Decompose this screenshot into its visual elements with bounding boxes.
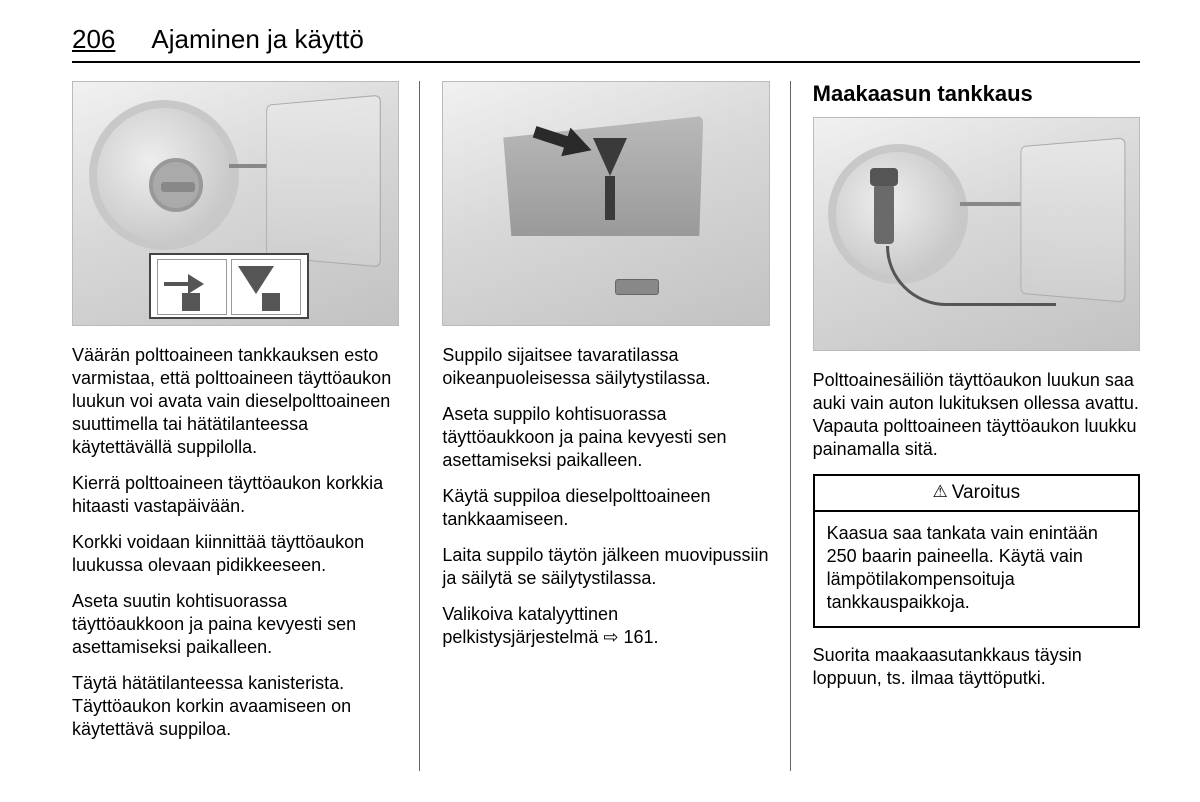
section-title: Ajaminen ja käyttö bbox=[151, 24, 363, 55]
col3-heading: Maakaasun tankkaus bbox=[813, 81, 1140, 107]
floor-handle-icon bbox=[615, 279, 659, 295]
nozzle-icon bbox=[164, 274, 204, 294]
funnel-icon bbox=[238, 266, 274, 294]
warning-box: ⚠Varoitus Kaasua saa tankata vain enintä… bbox=[813, 474, 1140, 628]
fuel-pump-icon bbox=[182, 293, 200, 311]
label-funnel-cell bbox=[231, 259, 301, 315]
column-1: Väärän polttoaineen tankkauksen esto var… bbox=[72, 81, 419, 771]
page-header: 206 Ajaminen ja käyttö bbox=[72, 24, 1140, 63]
label-nozzle-cell bbox=[157, 259, 227, 315]
cng-filler-valve-icon bbox=[874, 184, 894, 244]
col1-paragraph-1: Väärän polttoaineen tankkauksen esto var… bbox=[72, 344, 399, 459]
col1-paragraph-5: Täytä hätätilanteessa kanisterista. Täyt… bbox=[72, 672, 399, 741]
col2-paragraph-5: Valikoiva katalyyttinen pelkistysjärjest… bbox=[442, 603, 769, 649]
column-2: Suppilo sijaitsee tavaratilassa oikeanpu… bbox=[419, 81, 789, 771]
figure-cng-filler bbox=[813, 117, 1140, 351]
col1-paragraph-3: Korkki voidaan kiinnittää täyttöaukon lu… bbox=[72, 531, 399, 577]
page-number: 206 bbox=[72, 24, 115, 55]
col1-paragraph-2: Kierrä polttoaineen täyttöaukon korkkia … bbox=[72, 472, 399, 518]
warning-title: ⚠Varoitus bbox=[815, 476, 1138, 512]
col2-p5-pageref: 161. bbox=[623, 627, 658, 647]
fuel-flap-open-icon bbox=[267, 95, 382, 268]
figure-fuel-flap-diesel bbox=[72, 81, 399, 326]
figure-trunk-funnel bbox=[442, 81, 769, 326]
warning-body: Kaasua saa tankata vain enintään 250 baa… bbox=[815, 512, 1138, 626]
col1-paragraph-4: Aseta suutin kohtisuorassa täyttöaukkoon… bbox=[72, 590, 399, 659]
canister-icon bbox=[262, 293, 280, 311]
col3-paragraph-1: Polttoainesäiliön täyttöaukon luukun saa… bbox=[813, 369, 1140, 461]
col2-paragraph-4: Laita suppilo täytön jälkeen muovipussii… bbox=[442, 544, 769, 590]
tether-cord-icon bbox=[886, 246, 1056, 306]
column-3: Maakaasun tankkaus Polttoainesäiliön täy… bbox=[790, 81, 1140, 771]
col3-paragraph-2: Suorita maakaasutankkaus täysin loppuun,… bbox=[813, 644, 1140, 690]
cross-reference-icon: ⇨ bbox=[603, 627, 623, 647]
instruction-label-panel bbox=[149, 253, 309, 319]
col2-paragraph-2: Aseta suppilo kohtisuorassa täyttöaukkoo… bbox=[442, 403, 769, 472]
col2-paragraph-3: Käytä suppiloa dieselpolttoaineen tankka… bbox=[442, 485, 769, 531]
col2-paragraph-1: Suppilo sijaitsee tavaratilassa oikeanpu… bbox=[442, 344, 769, 390]
warning-label: Varoitus bbox=[952, 482, 1020, 503]
col2-p5-text: Valikoiva katalyyttinen pelkistysjärjest… bbox=[442, 604, 618, 647]
fuel-filler-recess-icon bbox=[89, 100, 239, 250]
warning-triangle-icon: ⚠ bbox=[933, 482, 948, 502]
fuel-cap-icon bbox=[149, 158, 203, 212]
stored-funnel-icon bbox=[593, 138, 627, 220]
